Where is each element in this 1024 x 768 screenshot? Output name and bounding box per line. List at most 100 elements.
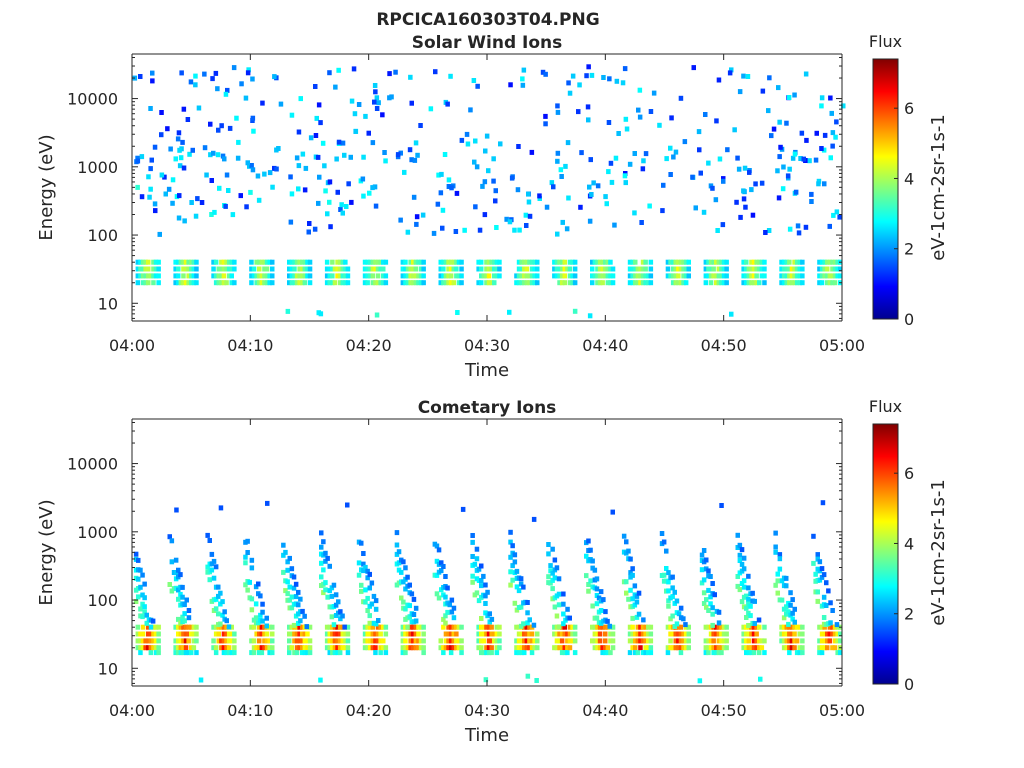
spectrogram-cell [369,580,375,586]
spectrogram-cell [661,572,667,578]
x-axis-label: Time [464,360,509,381]
spectrogram-cell [398,150,403,156]
spectrogram-cell [784,583,789,589]
spectrogram-cell [135,266,141,272]
spectrogram-cell [635,638,641,644]
spectrogram-cell [191,280,197,286]
spectrogram-cell [706,160,711,166]
spectrogram-cell [396,549,402,555]
spectrogram-cell [592,624,598,630]
spectrogram-cell [683,273,689,279]
spectrogram-cell [673,273,678,279]
spectrogram-cell [613,155,619,161]
spectrogram-cell [497,631,502,637]
spectrogram-cell [835,624,840,630]
spectrogram-cell [281,552,286,558]
spectrogram-cell [146,645,151,651]
spectrogram-cell [372,184,378,190]
spectrogram-cell [794,638,800,644]
spectrogram-cell [343,638,348,644]
spectrogram-cell [232,631,237,637]
spectrogram-cell [248,189,253,195]
spectrogram-cell [708,594,713,600]
spectrogram-cell [759,259,765,265]
spectrogram-cell [139,194,145,200]
spectrogram-cell [578,204,583,210]
spectrogram-cell [681,631,686,637]
spectrogram-cell [324,266,330,272]
spectrogram-cell [522,280,527,286]
spectrogram-cell [435,201,441,207]
spectrogram-cell [148,631,154,637]
spectrogram-cell [213,606,219,612]
spectrogram-cell [714,631,719,637]
spectrogram-cell [493,198,498,204]
spectrogram-cell [759,266,765,272]
spectrogram-cell [216,593,221,599]
spectrogram-cell [590,603,595,609]
spectrogram-cell [178,631,184,637]
spectrogram-cell [635,624,641,630]
spectrogram-cell [373,259,378,265]
spectrogram-cell [546,551,551,557]
spectrogram-cell [335,645,340,651]
spectrogram-cell [343,259,348,265]
spectrogram-cell [567,273,573,279]
spectrogram-cell [229,624,234,630]
spectrogram-cell [821,615,827,620]
cometary-ions-panel: 04:00 04:10 04:20 04:30 04:40 04:50 05:0010100… [36,397,949,746]
spectrogram-cell [138,259,143,265]
spectrogram-cell [779,631,784,637]
spectrogram-cell [257,638,262,644]
spectrogram-cell [626,548,631,554]
spectrogram-cell [189,631,194,637]
spectrogram-cell [600,273,605,279]
spectrogram-cell [554,266,560,272]
spectrogram-cell [605,280,611,286]
spectrogram-cell [701,548,707,553]
spectrogram-cell [531,622,537,628]
spectrogram-cell [421,280,426,286]
spectrogram-cell [183,638,189,644]
spectrogram-cell [670,613,675,619]
spectrogram-cell [257,259,262,265]
spectrogram-cell [343,645,348,651]
spectrogram-cell [178,280,184,286]
spectrogram-cell [373,645,378,651]
spectrogram-cell [630,280,635,286]
spectrogram-cell [474,546,480,552]
spectrogram-cell [414,214,420,220]
spectrogram-cell [316,102,322,108]
spectrogram-cell [603,624,608,630]
spectrogram-cell [724,266,729,272]
spectrogram-cell [345,645,351,651]
spectrogram-cell [186,280,191,286]
spectrogram-cell [247,579,252,585]
spectrogram-cell [287,631,292,637]
spectrogram-cell [787,631,792,637]
spectrogram-cell [592,645,598,651]
spectrogram-cell [262,638,267,644]
spectrogram-cell [254,645,259,651]
spectrogram-cell [383,280,389,286]
spectrogram-cell [251,266,257,272]
spectrogram-cell [572,638,578,644]
spectrogram-cell [178,645,184,651]
spectrogram-cell [262,280,267,286]
spectrogram-cell [673,280,678,286]
spectrogram-cell [416,259,421,265]
spectrogram-cell [817,645,822,651]
spectrogram-cell [819,650,825,656]
spectrogram-cell [819,146,824,151]
y-tick-label: 10000 [67,90,118,109]
spectrogram-cell [597,280,603,286]
spectrogram-cell [559,650,565,656]
spectrogram-cell [221,259,227,265]
spectrogram-cell [297,624,302,630]
spectrogram-cell [243,582,248,588]
spectrogram-cell [153,638,159,644]
spectrogram-cell [524,631,530,637]
spectrogram-cell [193,82,198,88]
spectrogram-cell [719,631,724,637]
spectrogram-cell [159,132,164,138]
